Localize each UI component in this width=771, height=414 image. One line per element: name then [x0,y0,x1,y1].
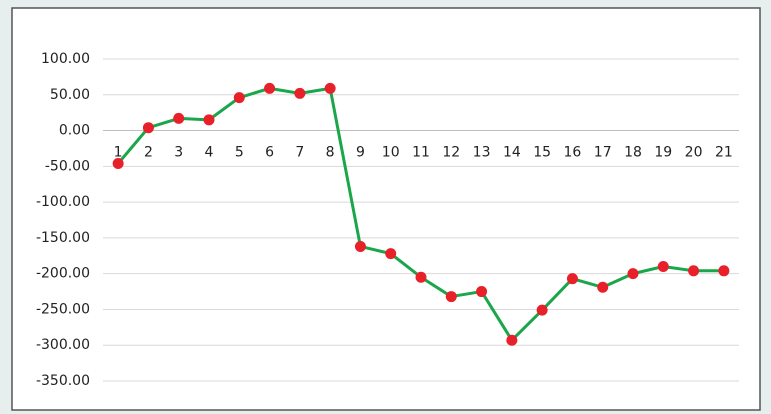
x-tick-label: 7 [295,145,304,161]
x-tick-label: 4 [205,145,214,161]
x-tick-label: 1 [114,145,123,161]
y-tick-label: 0.00 [59,123,90,139]
y-tick-label: -200.00 [36,266,90,282]
point-marker [445,291,457,303]
x-tick-label: 3 [174,145,183,161]
x-tick-label: 8 [326,145,335,161]
x-tick-label: 21 [715,145,733,161]
point-marker [142,122,154,134]
point-marker [112,157,124,169]
y-tick-label: 50.00 [50,87,90,103]
x-tick-label: 10 [382,145,400,161]
x-tick-label: 5 [235,145,244,161]
x-tick-label: 11 [412,145,430,161]
x-tick-label: 12 [442,145,460,161]
point-marker [354,240,366,252]
x-tick-label: 16 [564,145,582,161]
point-marker [385,248,397,260]
y-tick-label: -250.00 [36,301,90,317]
point-marker [597,281,609,293]
x-tick-label: 17 [594,145,612,161]
y-tick-label: -150.00 [36,230,90,246]
y-tick-label: -50.00 [45,158,90,174]
point-marker [657,261,669,273]
y-tick-label: 100.00 [41,51,90,67]
point-marker [718,265,730,277]
point-marker [415,271,427,283]
x-tick-label: 15 [533,145,551,161]
x-tick-label: 19 [654,145,672,161]
x-tick-label: 18 [624,145,642,161]
point-marker [688,265,700,277]
x-tick-label: 14 [503,145,521,161]
point-marker [264,82,276,94]
x-tick-label: 13 [473,145,491,161]
point-marker [566,273,578,285]
y-tick-label: -300.00 [36,337,90,353]
point-marker [536,304,548,316]
point-marker [476,286,488,298]
point-marker [324,82,336,94]
x-tick-label: 2 [144,145,153,161]
point-marker [506,334,518,346]
chart-panel [11,7,761,411]
point-marker [627,268,639,280]
point-marker [294,87,306,99]
y-tick-label: -350.00 [36,373,90,389]
x-tick-label: 20 [685,145,703,161]
x-tick-label: 6 [265,145,274,161]
point-marker [203,114,215,126]
y-tick-label: -100.00 [36,194,90,210]
x-tick-label: 9 [356,145,365,161]
point-marker [173,112,185,124]
point-marker [233,92,245,104]
